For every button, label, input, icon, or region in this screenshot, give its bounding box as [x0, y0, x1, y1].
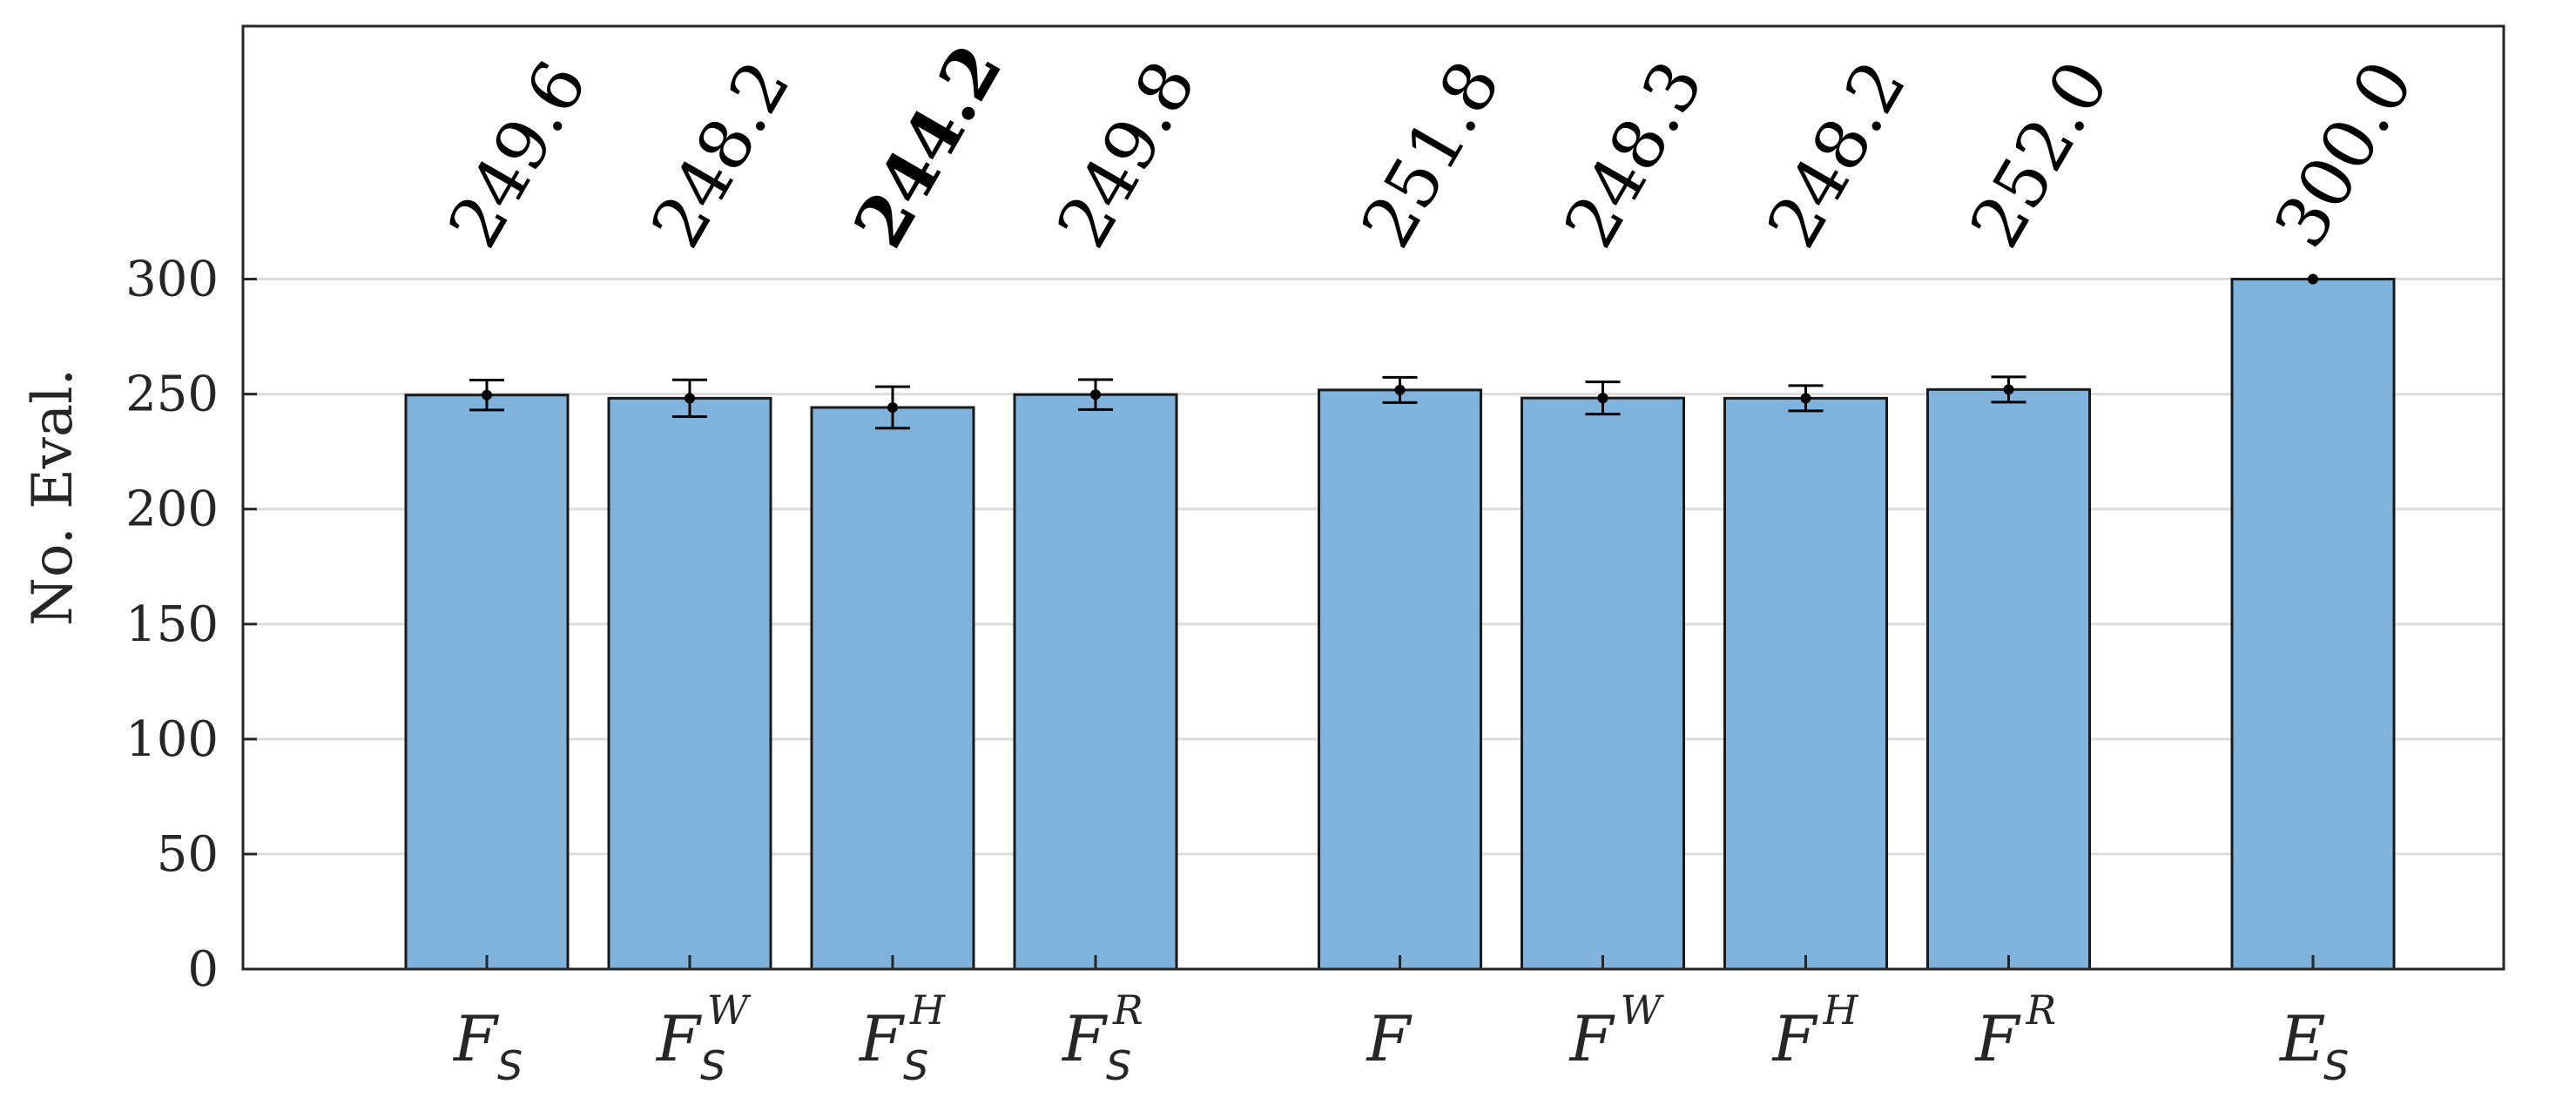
y-tick-label: 300: [125, 252, 219, 308]
bar: [810, 406, 975, 971]
x-tick-label-sup: H: [1823, 986, 1859, 1034]
bar: [2230, 278, 2396, 971]
x-tick-label: F WS: [655, 986, 752, 1089]
bar: [607, 396, 772, 971]
data-label: 249.8: [1042, 48, 1211, 261]
bar: [1013, 393, 1178, 971]
bar: [404, 394, 570, 971]
x-tick-label-sup: W: [1621, 986, 1665, 1034]
data-label: 248.2: [636, 48, 806, 261]
x-tick-label-sup: W: [707, 986, 752, 1034]
mean-marker: [887, 401, 898, 413]
x-tick-label-base: F: [1568, 1002, 1616, 1075]
plot-frame: [241, 24, 2505, 971]
bar: [1926, 387, 2091, 971]
x-tick-label-sup: R: [2026, 986, 2057, 1034]
mean-marker: [1090, 389, 1101, 401]
x-tick-label-sup: R: [1112, 986, 1143, 1034]
x-tick-label-base: F: [452, 1002, 500, 1075]
y-tick-label: 0: [187, 941, 219, 998]
y-tick-label: 250: [125, 367, 219, 423]
x-tick-label-base: E: [2278, 1002, 2326, 1075]
x-tick-label-base: F: [1366, 1002, 1413, 1075]
x-tick-label: F HS: [858, 986, 946, 1089]
x-tick-label-sub: S: [1106, 1042, 1131, 1089]
x-tick-label-sub: S: [2323, 1042, 2349, 1089]
data-label: 248.3: [1548, 48, 1718, 261]
y-axis-label: No. Eval.: [21, 368, 85, 626]
y-tick-label: 150: [125, 596, 219, 653]
data-label: 251.8: [1345, 48, 1515, 261]
x-tick-label-base: F: [1771, 1002, 1819, 1075]
x-tick-label-sub: S: [497, 1042, 523, 1089]
mean-marker: [1597, 393, 1608, 404]
y-tick-label: 50: [157, 826, 219, 883]
x-tick-label: ES: [2278, 1002, 2349, 1089]
mean-marker: [2003, 384, 2014, 395]
data-label: 249.6: [433, 48, 603, 261]
x-tick-label-sub: S: [700, 1042, 725, 1089]
x-tick-label-base: F: [1061, 1002, 1109, 1075]
bar: [1318, 388, 1482, 971]
data-label: 300.0: [2259, 48, 2429, 261]
bar: [1521, 396, 1685, 971]
x-tick-label: F RS: [1061, 986, 1143, 1089]
data-label: 252.0: [1954, 48, 2124, 261]
x-tick-label-base: F: [655, 1002, 703, 1075]
mean-marker: [482, 389, 492, 401]
x-tick-label-sub: S: [903, 1042, 928, 1089]
x-tick-label-sup: H: [909, 986, 946, 1034]
x-tick-label-base: F: [858, 1002, 906, 1075]
mean-marker: [1394, 384, 1406, 395]
data-label: 248.2: [1751, 48, 1921, 261]
y-tick-label: 200: [125, 481, 219, 538]
mean-marker: [2308, 273, 2318, 285]
bar: [1723, 396, 1888, 971]
mean-marker: [1800, 393, 1811, 404]
data-label: 244.2: [838, 31, 1018, 261]
x-tick-label: F: [1366, 1002, 1413, 1075]
x-tick-label-base: F: [1974, 1002, 2022, 1075]
y-tick-label: 100: [125, 711, 219, 768]
mean-marker: [684, 393, 695, 404]
